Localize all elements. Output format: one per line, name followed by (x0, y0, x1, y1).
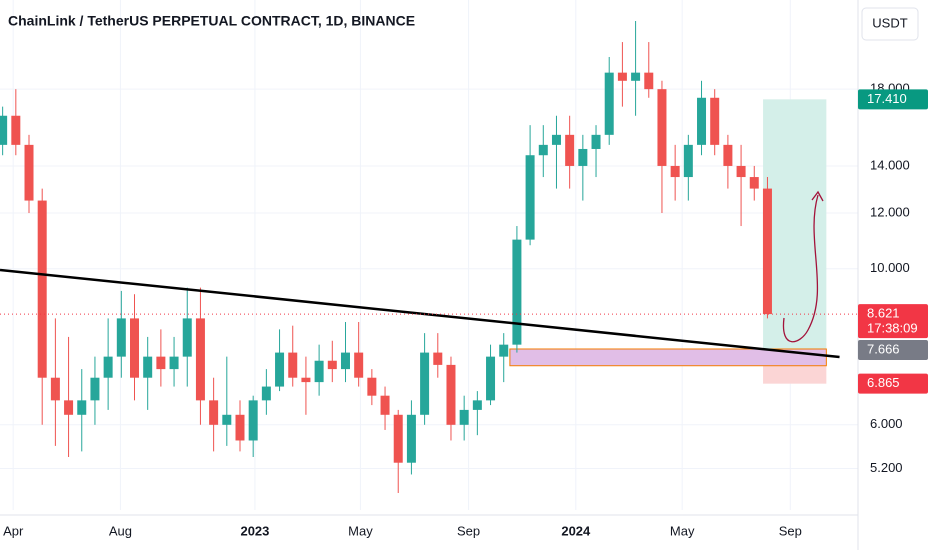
candle-body (37, 200, 47, 378)
x-tick-label: 2024 (561, 523, 591, 538)
candle-body (670, 165, 680, 178)
candle-body (11, 115, 21, 145)
candle-body (631, 72, 641, 81)
price-label-box (858, 339, 928, 360)
x-tick-label: Sep (457, 523, 480, 538)
candle-body (130, 318, 140, 378)
candle-body (209, 400, 219, 425)
price-label-box (858, 89, 928, 110)
y-tick-label: 5.200 (870, 460, 903, 475)
candle-body (683, 144, 693, 178)
x-tick-label: Aug (109, 523, 132, 538)
candle-body (90, 377, 100, 401)
candle-body (433, 352, 443, 365)
candle-body (64, 400, 74, 415)
candle-body (512, 239, 522, 345)
candle-body (156, 356, 166, 370)
candle-body (24, 144, 34, 201)
candle-body (617, 72, 627, 81)
candle-body (169, 356, 179, 370)
candle-body (420, 352, 430, 415)
candle-body (697, 97, 707, 145)
candle-body (340, 352, 350, 370)
price-label: 17.410 (867, 91, 907, 106)
x-tick-label: May (348, 523, 373, 538)
candle-body (77, 400, 87, 415)
price-label-box (858, 304, 928, 339)
candle-body (525, 155, 535, 240)
x-tick-label: 2023 (240, 523, 269, 538)
candle-body (195, 318, 205, 401)
price-label: 7.666 (867, 341, 900, 356)
candle-body (446, 364, 456, 425)
candle-body (565, 134, 575, 166)
candle-body (604, 72, 614, 135)
candle-body (380, 395, 390, 415)
candle-body (103, 356, 113, 378)
y-tick-label: 6.000 (870, 416, 903, 431)
candle-body (723, 144, 733, 166)
price-label: 6.865 (867, 375, 900, 390)
candle-body (406, 414, 416, 463)
y-tick-label: 14.000 (870, 157, 910, 172)
forecast-arrow (782, 194, 819, 343)
x-tick-label: May (670, 523, 695, 538)
candle-body (182, 318, 192, 357)
candle-body (499, 344, 509, 357)
candle-body (354, 352, 364, 378)
x-tick-label: Apr (3, 523, 24, 538)
candle-body (472, 400, 482, 410)
candle-body (762, 188, 772, 315)
candle-body (710, 97, 720, 145)
candle-body (551, 134, 561, 145)
candle-body (288, 352, 298, 378)
candle-body (301, 377, 311, 383)
trendline (0, 268, 840, 359)
candle-body (736, 165, 746, 178)
arrow-head (811, 190, 824, 202)
candle-body (116, 318, 126, 357)
candle-body (749, 177, 759, 189)
candle-body (393, 414, 403, 463)
price-label: 8.621 (867, 306, 900, 321)
candle-body (235, 414, 245, 441)
candle-body (0, 115, 8, 145)
candle-body (459, 409, 469, 425)
chart-title: ChainLink / TetherUS PERPETUAL CONTRACT,… (8, 13, 415, 29)
x-tick-label: Sep (779, 523, 802, 538)
candle-body (248, 400, 258, 441)
currency[interactable]: USDT (872, 15, 907, 30)
candle-body (143, 356, 153, 378)
profit-zone (763, 99, 827, 350)
support-zone (509, 348, 827, 367)
y-tick-label: 12.000 (870, 204, 910, 219)
countdown: 17:38:09 (867, 321, 918, 336)
candle-body (486, 356, 496, 401)
price-label-box (858, 373, 928, 394)
currency-button[interactable] (861, 7, 919, 41)
candle-body (591, 134, 601, 149)
candle-body (578, 148, 588, 166)
candle-body (50, 377, 60, 401)
y-tick-label: 10.000 (870, 260, 910, 275)
candle-body (261, 386, 271, 401)
candle-body (657, 89, 667, 166)
plot-area (0, 0, 858, 510)
candle-body (538, 144, 548, 156)
candle-body (222, 414, 232, 425)
candle-body (314, 360, 324, 383)
candle-body (275, 352, 285, 387)
candle-body (367, 377, 377, 396)
candle-body (644, 72, 654, 90)
candle-body (327, 360, 337, 370)
